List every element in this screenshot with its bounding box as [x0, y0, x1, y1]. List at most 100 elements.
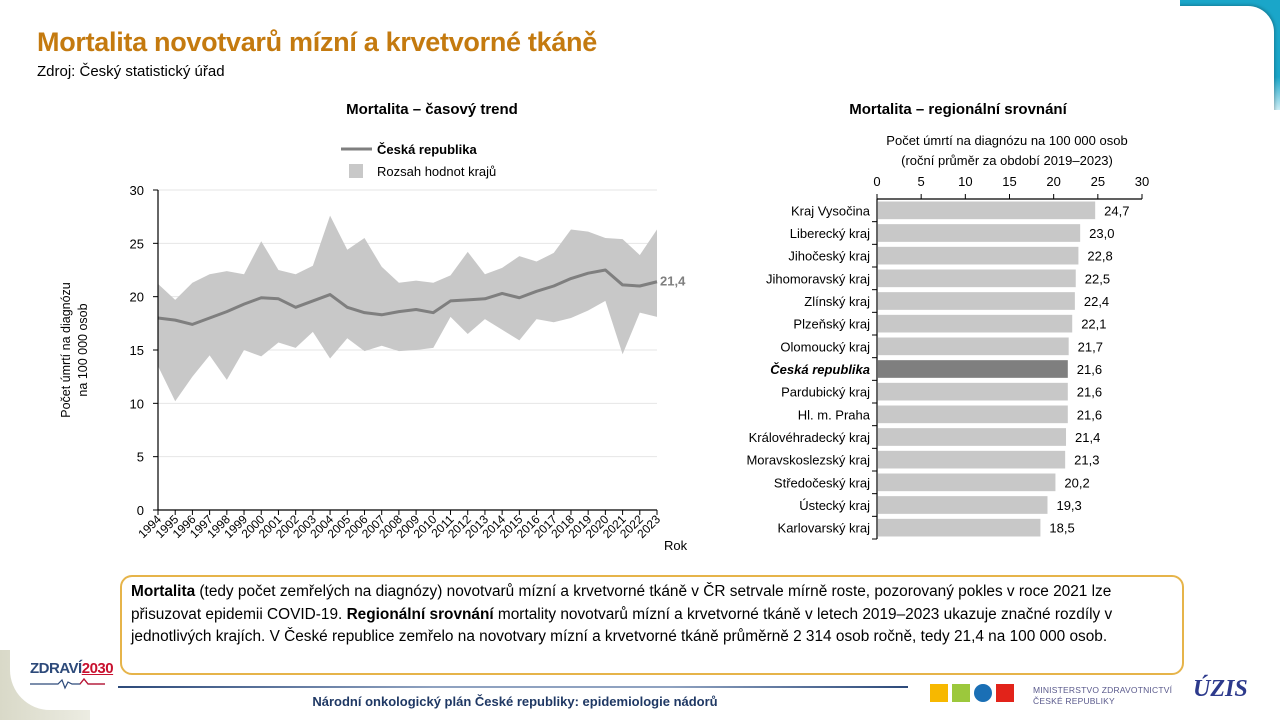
regional-value-label: 18,5	[1049, 521, 1074, 536]
regional-x-tick-label: 30	[1135, 174, 1149, 189]
description-regional-bold: Regionální srovnání	[346, 605, 494, 623]
czech-republic-line	[157, 268, 658, 326]
zdravi-2030-logo: ZDRAVÍ2030	[30, 660, 114, 677]
regional-bar	[878, 246, 1079, 265]
regional-category-label: Liberecký kraj	[790, 226, 870, 241]
regional-category-label: Ústecký kraj	[799, 498, 870, 513]
regional-chart-title: Mortalita – regionální srovnání	[849, 101, 1067, 118]
zdravi-logo-text: ZDRAVÍ	[30, 660, 82, 677]
ministry-logo-block-blue	[974, 684, 992, 702]
legend-line-label: Česká republika	[377, 142, 477, 157]
regional-value-labels: 24,7 23,0 22,8 22,5 22,4 22,1 21,7 21,6 21,6 21,6…	[1049, 203, 1129, 535]
trend-axes	[153, 189, 658, 515]
page-source: Zdroj: Český statistický úřad	[37, 63, 225, 80]
regional-bar	[878, 337, 1069, 356]
regional-category-label: Plzeňský kraj	[793, 317, 870, 332]
regional-x-tick-label: 10	[958, 174, 972, 189]
regional-value-label: 21,3	[1074, 453, 1099, 468]
regional-bar	[878, 450, 1066, 469]
regional-bar	[878, 360, 1068, 378]
regional-axis-title-line2: (roční průměr za období 2019–2023)	[901, 153, 1113, 168]
regional-category-label: Jihočeský kraj	[788, 249, 870, 264]
regional-value-label: 22,4	[1084, 294, 1109, 309]
trend-y-axis-label: Počet úmrtí na diagnózu na 100 000 osob	[59, 282, 90, 418]
trend-x-axis-label: Rok	[664, 538, 688, 553]
regional-category-label: Pardubický kraj	[781, 385, 870, 400]
ministry-logo	[930, 684, 1014, 702]
regional-value-label: 21,7	[1078, 339, 1103, 354]
regional-value-label: 19,3	[1056, 498, 1081, 513]
regional-category-label: Moravskoslezský kraj	[746, 453, 870, 468]
regional-category-label: Středočeský kraj	[774, 475, 870, 490]
regional-category-label: Hl. m. Praha	[798, 407, 871, 422]
regional-bar	[878, 518, 1041, 537]
trend-y-tick-label: 20	[130, 290, 144, 305]
ministry-text-line2: ČESKÉ REPUBLIKY	[1033, 696, 1115, 706]
regional-value-label: 20,2	[1064, 475, 1089, 490]
regional-bar	[878, 201, 1096, 220]
trend-chart: 0 5 10 15 20 25 30 199419951996199719981999200…	[59, 142, 688, 553]
regional-value-label: 21,6	[1077, 385, 1102, 400]
regional-bars	[878, 201, 1096, 537]
regional-category-label: Karlovarský kraj	[778, 521, 871, 536]
zdravi-logo-year: 2030	[81, 660, 114, 677]
description-text-2: mortality novotvarů mízní a krvetvorné t…	[131, 605, 1113, 646]
regional-category-labels: Kraj Vysočina Liberecký kraj Jihočeský kra…	[746, 203, 870, 535]
description-mortalita-bold: Mortalita	[131, 583, 196, 600]
bottom-left-decoration	[0, 650, 90, 720]
regional-value-label: 22,5	[1085, 271, 1110, 286]
regional-x-tick-label: 0	[873, 174, 880, 189]
regional-value-label: 21,6	[1077, 407, 1102, 422]
regional-category-label: Česká republika	[770, 362, 870, 377]
regional-bar	[878, 269, 1076, 288]
regional-category-label: Jihomoravský kraj	[766, 271, 870, 286]
regional-chart: Počet úmrtí na diagnózu na 100 000 osob …	[746, 133, 1149, 540]
trend-y-tick-label: 25	[130, 236, 144, 251]
trend-y-tick-label: 30	[130, 183, 144, 198]
footer-text: Národní onkologický plán České republiky…	[312, 694, 718, 709]
trend-chart-title: Mortalita – časový trend	[346, 101, 518, 118]
region-range-area	[158, 215, 657, 402]
ministry-logo-block-yellow	[930, 684, 948, 702]
trend-y-tick-label: 0	[137, 503, 144, 518]
regional-category-label: Královéhradecký kraj	[749, 430, 870, 445]
description-box: Mortalita (tedy počet zemřelých na diagn…	[120, 575, 1184, 675]
regional-value-label: 21,6	[1077, 362, 1102, 377]
ministry-text: MINISTERSTVO ZDRAVOTNICTVÍ ČESKÉ REPUBLI…	[1033, 685, 1172, 707]
ministry-text-line1: MINISTERSTVO ZDRAVOTNICTVÍ	[1033, 685, 1173, 695]
trend-y-tick-labels: 0 5 10 15 20 25 30	[130, 183, 144, 518]
regional-value-label: 22,8	[1087, 249, 1112, 264]
regional-x-tick-label: 5	[918, 174, 925, 189]
ministry-logo-block-green	[952, 684, 970, 702]
regional-value-label: 23,0	[1089, 226, 1114, 241]
regional-x-tick-label: 20	[1046, 174, 1060, 189]
regional-category-label: Olomoucký kraj	[780, 339, 870, 354]
regional-bar	[878, 405, 1068, 424]
regional-value-label: 22,1	[1081, 317, 1106, 332]
regional-value-label: 24,7	[1104, 203, 1129, 218]
footer-divider	[118, 686, 908, 688]
regional-category-label: Zlínský kraj	[804, 294, 870, 309]
regional-axes	[872, 194, 1143, 540]
trend-end-label: 21,4	[660, 274, 686, 289]
description-text-1: (tedy počet zemřelých na diagnózy) novot…	[131, 583, 1112, 623]
regional-value-label: 21,4	[1075, 430, 1100, 445]
regional-bar	[878, 224, 1081, 242]
trend-y-axis-label-line2: na 100 000 osob	[76, 303, 90, 396]
regional-bar	[878, 382, 1068, 401]
regional-bar	[878, 314, 1073, 333]
regional-bar	[878, 292, 1075, 310]
legend-area-swatch	[349, 164, 363, 178]
page-title: Mortalita novotvarů mízní a krvetvorné t…	[37, 27, 597, 57]
trend-y-tick-label: 5	[137, 450, 144, 465]
regional-x-tick-label: 15	[1002, 174, 1016, 189]
uzis-logo: ÚZIS	[1193, 676, 1248, 702]
regional-x-tick-label: 25	[1091, 174, 1105, 189]
legend-area-label: Rozsah hodnot krajů	[377, 164, 496, 179]
trend-y-tick-label: 10	[130, 396, 144, 411]
trend-x-tick-labels: 1994199519961997199819992000200120022003…	[135, 512, 663, 541]
trend-legend: Česká republika Rozsah hodnot krajů	[341, 142, 496, 179]
heartbeat-icon	[30, 678, 105, 690]
regional-x-tick-labels: 0 5 10 15 20 25 30	[873, 174, 1149, 189]
ministry-logo-block-red	[996, 684, 1014, 702]
